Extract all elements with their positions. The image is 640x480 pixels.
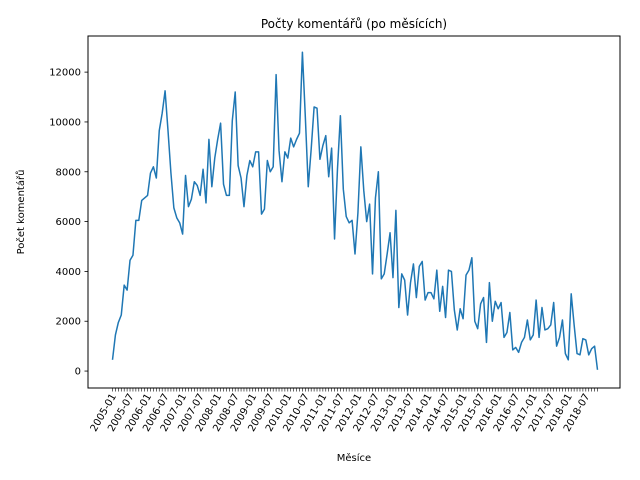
y-axis-label: Počet komentářů bbox=[15, 170, 27, 255]
chart-title: Počty komentářů (po měsících) bbox=[261, 17, 447, 31]
y-tick-label: 6000 bbox=[56, 217, 81, 228]
y-tick-label: 4000 bbox=[56, 267, 81, 278]
plot-frame bbox=[87, 35, 621, 389]
series-line bbox=[111, 51, 599, 370]
y-tick-label: 12000 bbox=[49, 68, 81, 79]
y-tick-label: 0 bbox=[75, 367, 81, 378]
y-tick-label: 8000 bbox=[56, 167, 81, 178]
y-axis: 0 2000 4000 6000 8000 10000 12000 bbox=[49, 68, 88, 378]
y-tick-label: 10000 bbox=[49, 117, 81, 128]
x-axis-label: Měsíce bbox=[337, 452, 371, 464]
y-tick-label: 2000 bbox=[56, 317, 81, 328]
